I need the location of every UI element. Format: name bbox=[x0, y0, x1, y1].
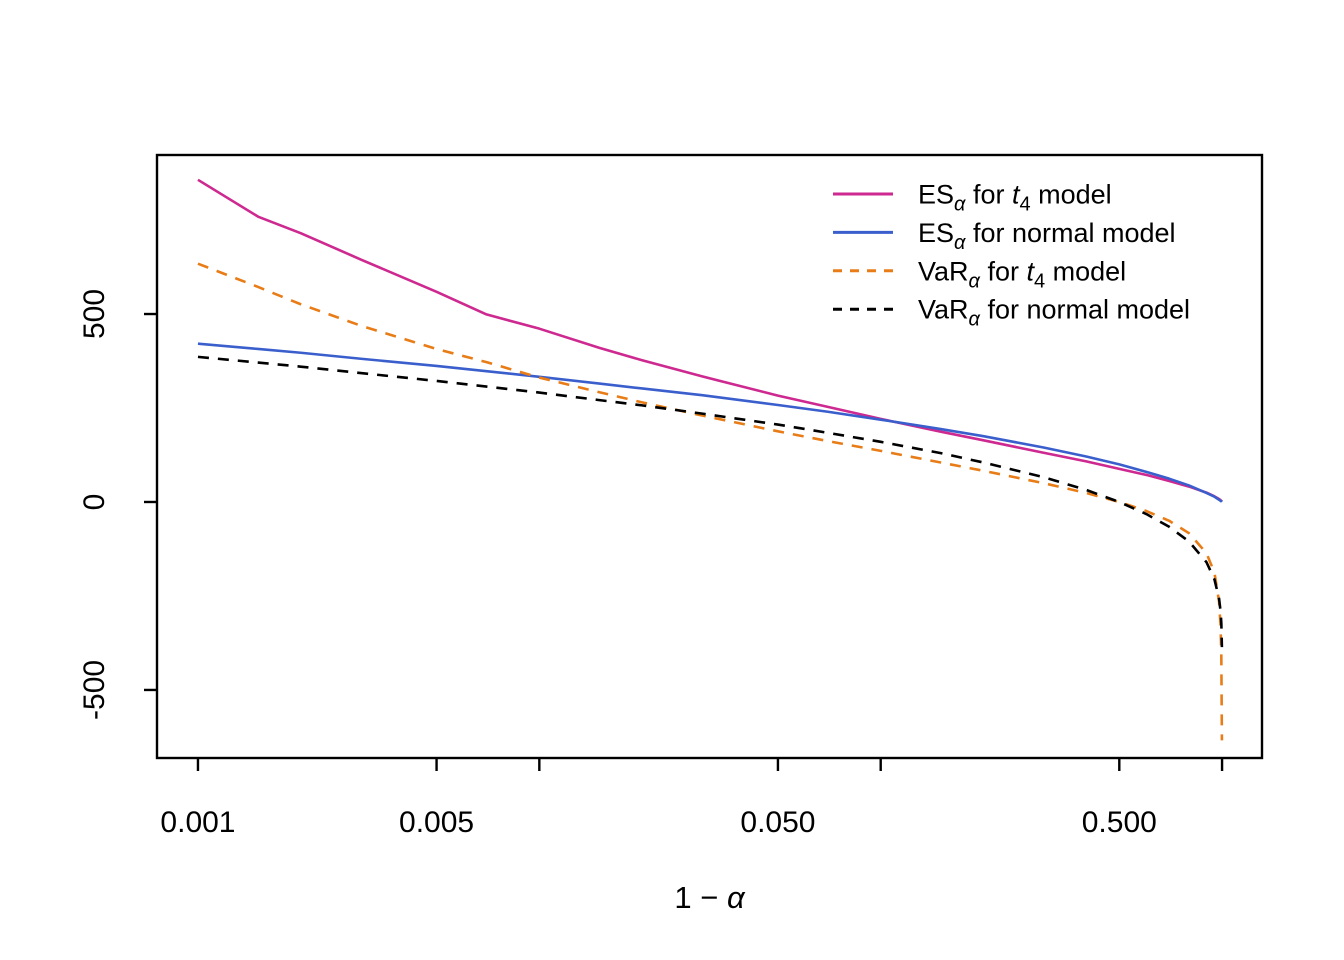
x-tick-label: 0.050 bbox=[740, 806, 815, 839]
x-axis-title: 1 − α bbox=[674, 880, 746, 915]
series-line-ES-normal bbox=[197, 342, 1223, 503]
x-axis: 0.001 0.005 0.050 0.500 bbox=[160, 758, 1224, 839]
y-axis: 500 0 -500 bbox=[78, 289, 157, 720]
y-tick-label: 0 bbox=[78, 494, 111, 511]
legend-label-VaR-t4: VaRα for t4 model bbox=[918, 256, 1126, 292]
legend-label-ES-t4: ESα for t4 model bbox=[918, 180, 1112, 216]
y-tick-label: 500 bbox=[78, 289, 111, 339]
legend-label-VaR-normal: VaRα for normal model bbox=[918, 295, 1190, 331]
series-line-VaR-normal bbox=[197, 355, 1224, 648]
x-tick-label: 0.500 bbox=[1082, 806, 1157, 839]
series-line-VaR-t4 bbox=[197, 262, 1224, 741]
curves bbox=[197, 178, 1224, 741]
plot-box bbox=[155, 153, 1264, 760]
y-tick-label: -500 bbox=[78, 660, 111, 720]
legend-label-ES-normal: ESα for normal model bbox=[918, 218, 1176, 254]
x-tick-label: 0.005 bbox=[399, 806, 474, 839]
x-tick-label: 0.001 bbox=[160, 806, 235, 839]
